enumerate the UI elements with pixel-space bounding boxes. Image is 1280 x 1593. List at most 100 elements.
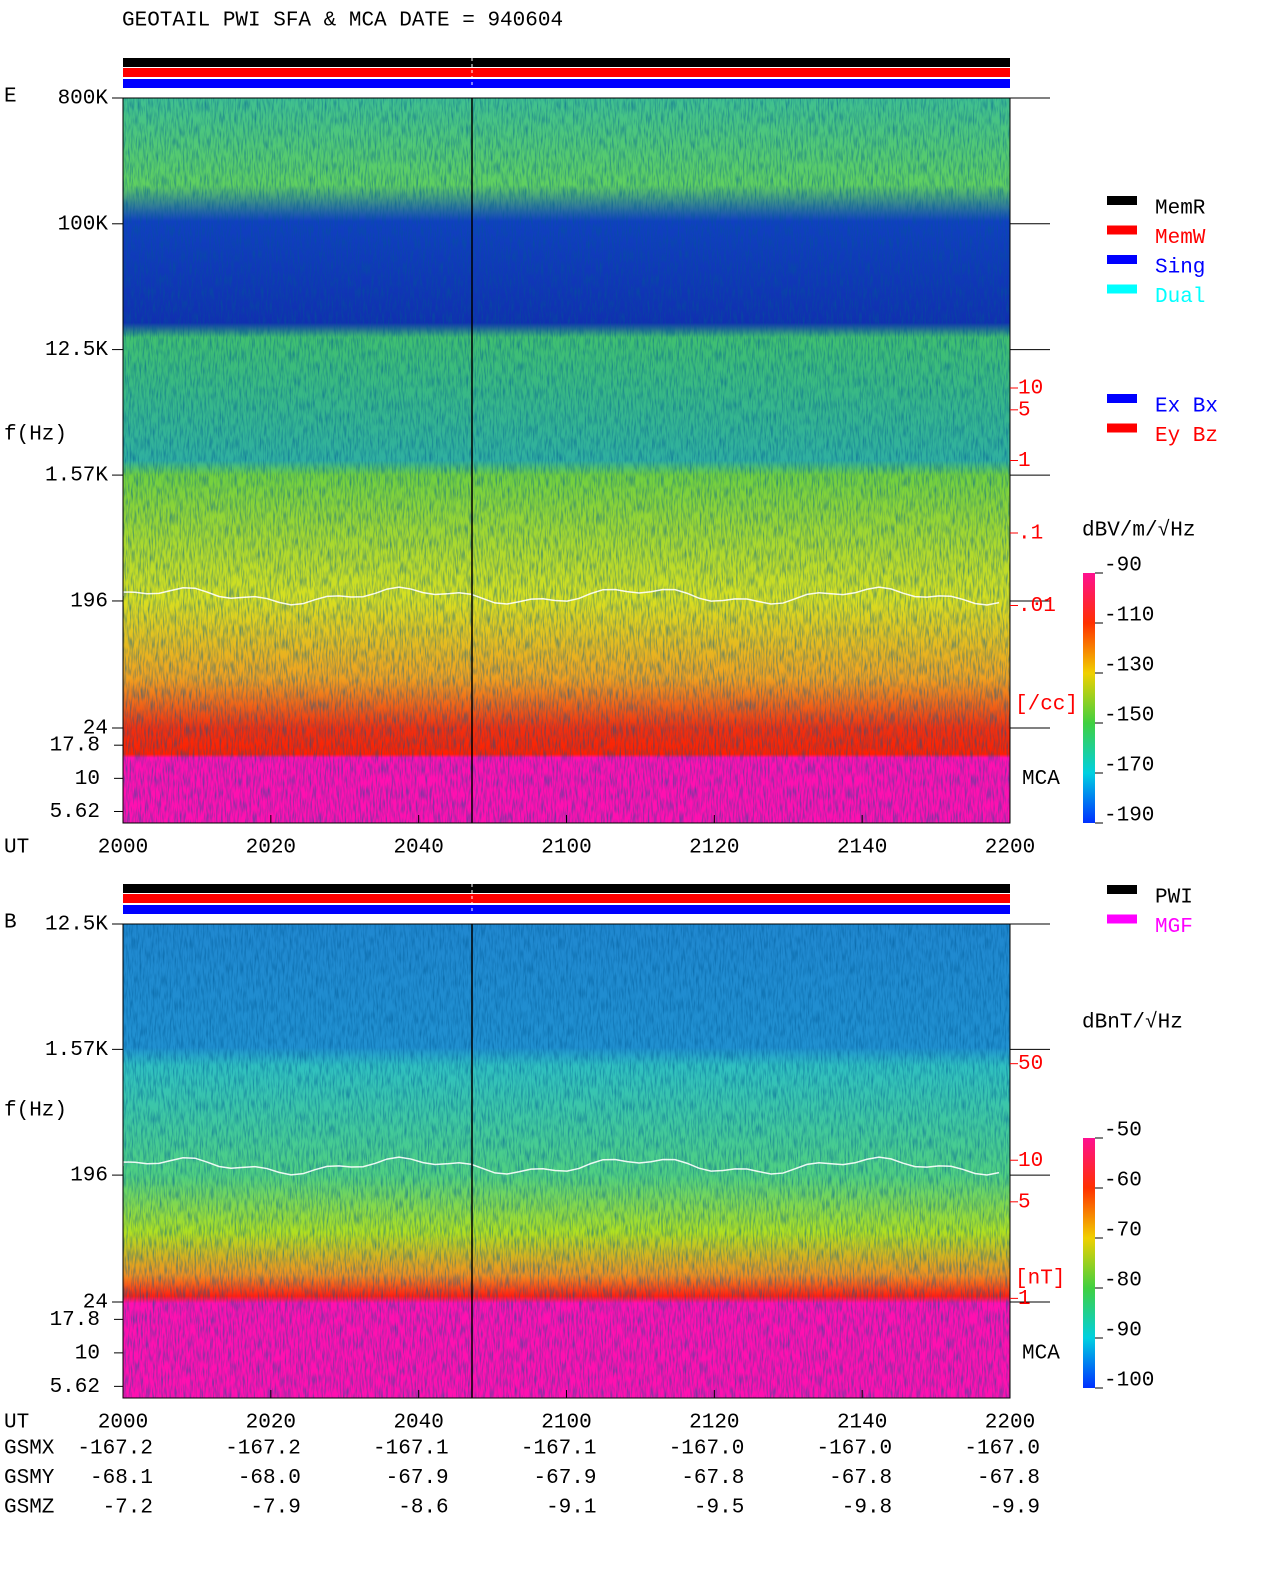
- orbit-label: GSMZ: [4, 1497, 54, 1520]
- x-tick-label: 2040: [393, 1412, 443, 1435]
- colorbar-tick-label: -90: [1104, 555, 1142, 578]
- mca-label: MCA: [1022, 1342, 1060, 1365]
- x-tick-label: 2000: [98, 837, 148, 860]
- legend-swatch: [1107, 196, 1137, 205]
- spectrogram-texture: [123, 924, 1010, 1398]
- panel-label: B: [4, 912, 17, 935]
- y2-tick-label: 5: [1018, 399, 1031, 422]
- x-axis-label: UT: [4, 1412, 29, 1435]
- colorbar-tick-label: -100: [1104, 1370, 1154, 1393]
- orbit-value: -9.8: [842, 1497, 892, 1520]
- y-tick-label: 100K: [58, 213, 109, 236]
- orbit-value: -9.5: [694, 1497, 744, 1520]
- plasma-trace: [122, 1156, 1000, 1176]
- legend-label: Ey Bz: [1155, 425, 1218, 448]
- y2-tick-label: 1: [1018, 450, 1031, 473]
- mca-tick-label: 17.8: [50, 735, 100, 758]
- y-tick-label: 800K: [58, 88, 109, 111]
- orbit-value: -67.8: [829, 1467, 892, 1490]
- mca-label: MCA: [1022, 768, 1060, 791]
- status-bar: [123, 905, 1010, 914]
- status-bar: [123, 58, 1010, 67]
- x-tick-label: 2000: [98, 1412, 148, 1435]
- mca-tick-label: 5.62: [50, 801, 100, 824]
- status-bar: [123, 68, 1010, 77]
- y-tick-label: 1.57K: [45, 1039, 108, 1062]
- colorbar-label: dBV/m/√Hz: [1082, 519, 1195, 543]
- colorbar-tick-label: -190: [1104, 805, 1154, 828]
- orbit-value: -7.9: [250, 1497, 300, 1520]
- orbit-value: -167.1: [521, 1438, 597, 1461]
- title: GEOTAIL PWI SFA & MCA DATE = 940604: [122, 10, 563, 33]
- orbit-value: -67.8: [977, 1467, 1040, 1490]
- y2-axis-label: [nT]: [1015, 1268, 1065, 1291]
- orbit-label: GSMY: [4, 1467, 55, 1490]
- legend-label: Dual: [1155, 286, 1205, 309]
- plasma-trace: [122, 586, 1000, 606]
- orbit-value: -167.0: [817, 1438, 893, 1461]
- colorbar-tick-label: -80: [1104, 1270, 1142, 1293]
- orbit-value: -67.8: [681, 1467, 744, 1490]
- colorbar: [1083, 1138, 1095, 1388]
- legend-swatch: [1107, 255, 1137, 264]
- x-tick-label: 2140: [837, 1412, 887, 1435]
- colorbar-tick-label: -130: [1104, 655, 1154, 678]
- colorbar-tick-label: -170: [1104, 755, 1154, 778]
- y2-tick-label: 10: [1018, 1150, 1043, 1173]
- y-tick-label: 12.5K: [45, 914, 108, 937]
- colorbar-label: dBnT/√Hz: [1082, 1011, 1183, 1035]
- orbit-value: -68.0: [238, 1467, 301, 1490]
- mca-tick-label: 10: [75, 1342, 100, 1365]
- y-tick-label: 24: [83, 1292, 108, 1315]
- mca-tick-label: 17.8: [50, 1309, 100, 1332]
- y2-tick-label: 1: [1018, 1288, 1031, 1311]
- legend-swatch: [1107, 394, 1137, 403]
- orbit-value: -167.0: [964, 1438, 1040, 1461]
- colorbar-tick-label: -60: [1104, 1170, 1142, 1193]
- x-axis-label: UT: [4, 837, 29, 860]
- x-tick-label: 2200: [985, 1412, 1035, 1435]
- legend-label: MemW: [1155, 227, 1206, 250]
- y2-tick-label: .01: [1018, 595, 1056, 618]
- x-tick-label: 2120: [689, 837, 739, 860]
- colorbar: [1083, 573, 1095, 823]
- x-tick-label: 2100: [541, 837, 591, 860]
- y2-tick-label: 10: [1018, 378, 1043, 401]
- colorbar-tick-label: -150: [1104, 705, 1154, 728]
- spectrogram-texture: [123, 98, 1010, 823]
- orbit-value: -68.1: [90, 1467, 153, 1490]
- mca-tick-label: 5.62: [50, 1376, 100, 1399]
- legend-label: Sing: [1155, 257, 1205, 280]
- legend-label: Ex Bx: [1155, 396, 1218, 419]
- orbit-value: -167.0: [669, 1438, 745, 1461]
- legend-swatch: [1107, 914, 1137, 924]
- x-tick-label: 2040: [393, 837, 443, 860]
- orbit-value: -8.6: [398, 1497, 448, 1520]
- y-tick-label: 12.5K: [45, 339, 108, 362]
- legend-swatch: [1107, 225, 1137, 235]
- legend-label: MGF: [1155, 916, 1193, 939]
- legend-label: PWI: [1155, 887, 1193, 910]
- status-bar: [123, 894, 1010, 903]
- x-tick-label: 2100: [541, 1412, 591, 1435]
- orbit-value: -167.2: [225, 1438, 301, 1461]
- orbit-value: -67.9: [386, 1467, 449, 1490]
- colorbar-tick-label: -50: [1104, 1120, 1142, 1143]
- colorbar-tick-label: -110: [1104, 605, 1154, 628]
- panel-label: E: [4, 86, 17, 109]
- x-tick-label: 2020: [246, 1412, 296, 1435]
- status-bar: [123, 79, 1010, 88]
- legend-swatch: [1107, 885, 1137, 894]
- y2-tick-label: 5: [1018, 1191, 1031, 1214]
- orbit-value: -7.2: [103, 1497, 153, 1520]
- x-tick-label: 2140: [837, 837, 887, 860]
- orbit-value: -9.9: [990, 1497, 1040, 1520]
- y2-tick-label: 50: [1018, 1053, 1043, 1076]
- legend-label: MemR: [1155, 198, 1206, 221]
- y-tick-label: 1.57K: [45, 465, 108, 488]
- colorbar-tick-label: -90: [1104, 1320, 1142, 1343]
- orbit-value: -167.1: [373, 1438, 449, 1461]
- y2-tick-label: .1: [1018, 523, 1043, 546]
- y-tick-label: 196: [70, 591, 108, 614]
